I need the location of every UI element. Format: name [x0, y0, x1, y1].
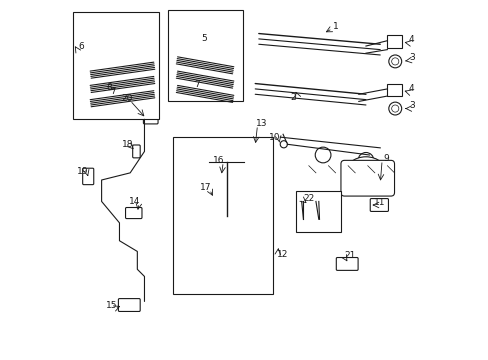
Text: 13: 13	[255, 119, 267, 128]
FancyBboxPatch shape	[369, 199, 387, 211]
FancyBboxPatch shape	[386, 35, 401, 48]
Ellipse shape	[245, 142, 257, 150]
Text: 1: 1	[332, 22, 338, 31]
FancyBboxPatch shape	[118, 298, 140, 311]
Text: 21: 21	[344, 251, 355, 260]
Text: 19: 19	[77, 167, 89, 176]
Ellipse shape	[219, 210, 233, 221]
Circle shape	[280, 141, 287, 148]
Text: 18: 18	[122, 140, 133, 149]
Ellipse shape	[200, 244, 217, 258]
Text: 11: 11	[373, 198, 385, 207]
Text: 4: 4	[408, 84, 414, 93]
Text: 15: 15	[105, 301, 117, 310]
Text: 7: 7	[194, 80, 200, 89]
Text: 12: 12	[276, 250, 287, 259]
Circle shape	[357, 153, 373, 168]
Text: 2: 2	[289, 93, 295, 102]
Ellipse shape	[344, 157, 386, 193]
Bar	[173, 137, 272, 294]
FancyBboxPatch shape	[132, 145, 140, 158]
Circle shape	[391, 58, 398, 65]
FancyBboxPatch shape	[386, 84, 401, 96]
Text: 4: 4	[408, 36, 414, 45]
FancyBboxPatch shape	[336, 257, 357, 270]
Text: 3: 3	[408, 101, 414, 110]
Text: 17: 17	[200, 183, 211, 192]
Circle shape	[315, 147, 330, 163]
FancyBboxPatch shape	[125, 207, 142, 219]
FancyBboxPatch shape	[143, 113, 158, 124]
Text: 6: 6	[78, 41, 83, 50]
Text: 16: 16	[213, 156, 224, 165]
Circle shape	[388, 55, 401, 68]
Text: 20: 20	[121, 94, 132, 103]
Text: 8: 8	[106, 83, 111, 92]
Bar	[167, 10, 242, 102]
Text: 3: 3	[408, 53, 414, 62]
FancyBboxPatch shape	[82, 168, 94, 185]
Text: 22: 22	[303, 194, 314, 203]
Ellipse shape	[237, 246, 251, 257]
Bar	[73, 12, 159, 119]
Text: 5: 5	[201, 35, 206, 44]
Text: 10: 10	[268, 133, 280, 142]
Text: 9: 9	[383, 154, 388, 163]
Text: 14: 14	[128, 197, 140, 206]
Bar	[296, 191, 340, 232]
Circle shape	[391, 105, 398, 112]
Circle shape	[388, 102, 401, 115]
FancyBboxPatch shape	[340, 160, 394, 196]
FancyBboxPatch shape	[198, 212, 255, 291]
